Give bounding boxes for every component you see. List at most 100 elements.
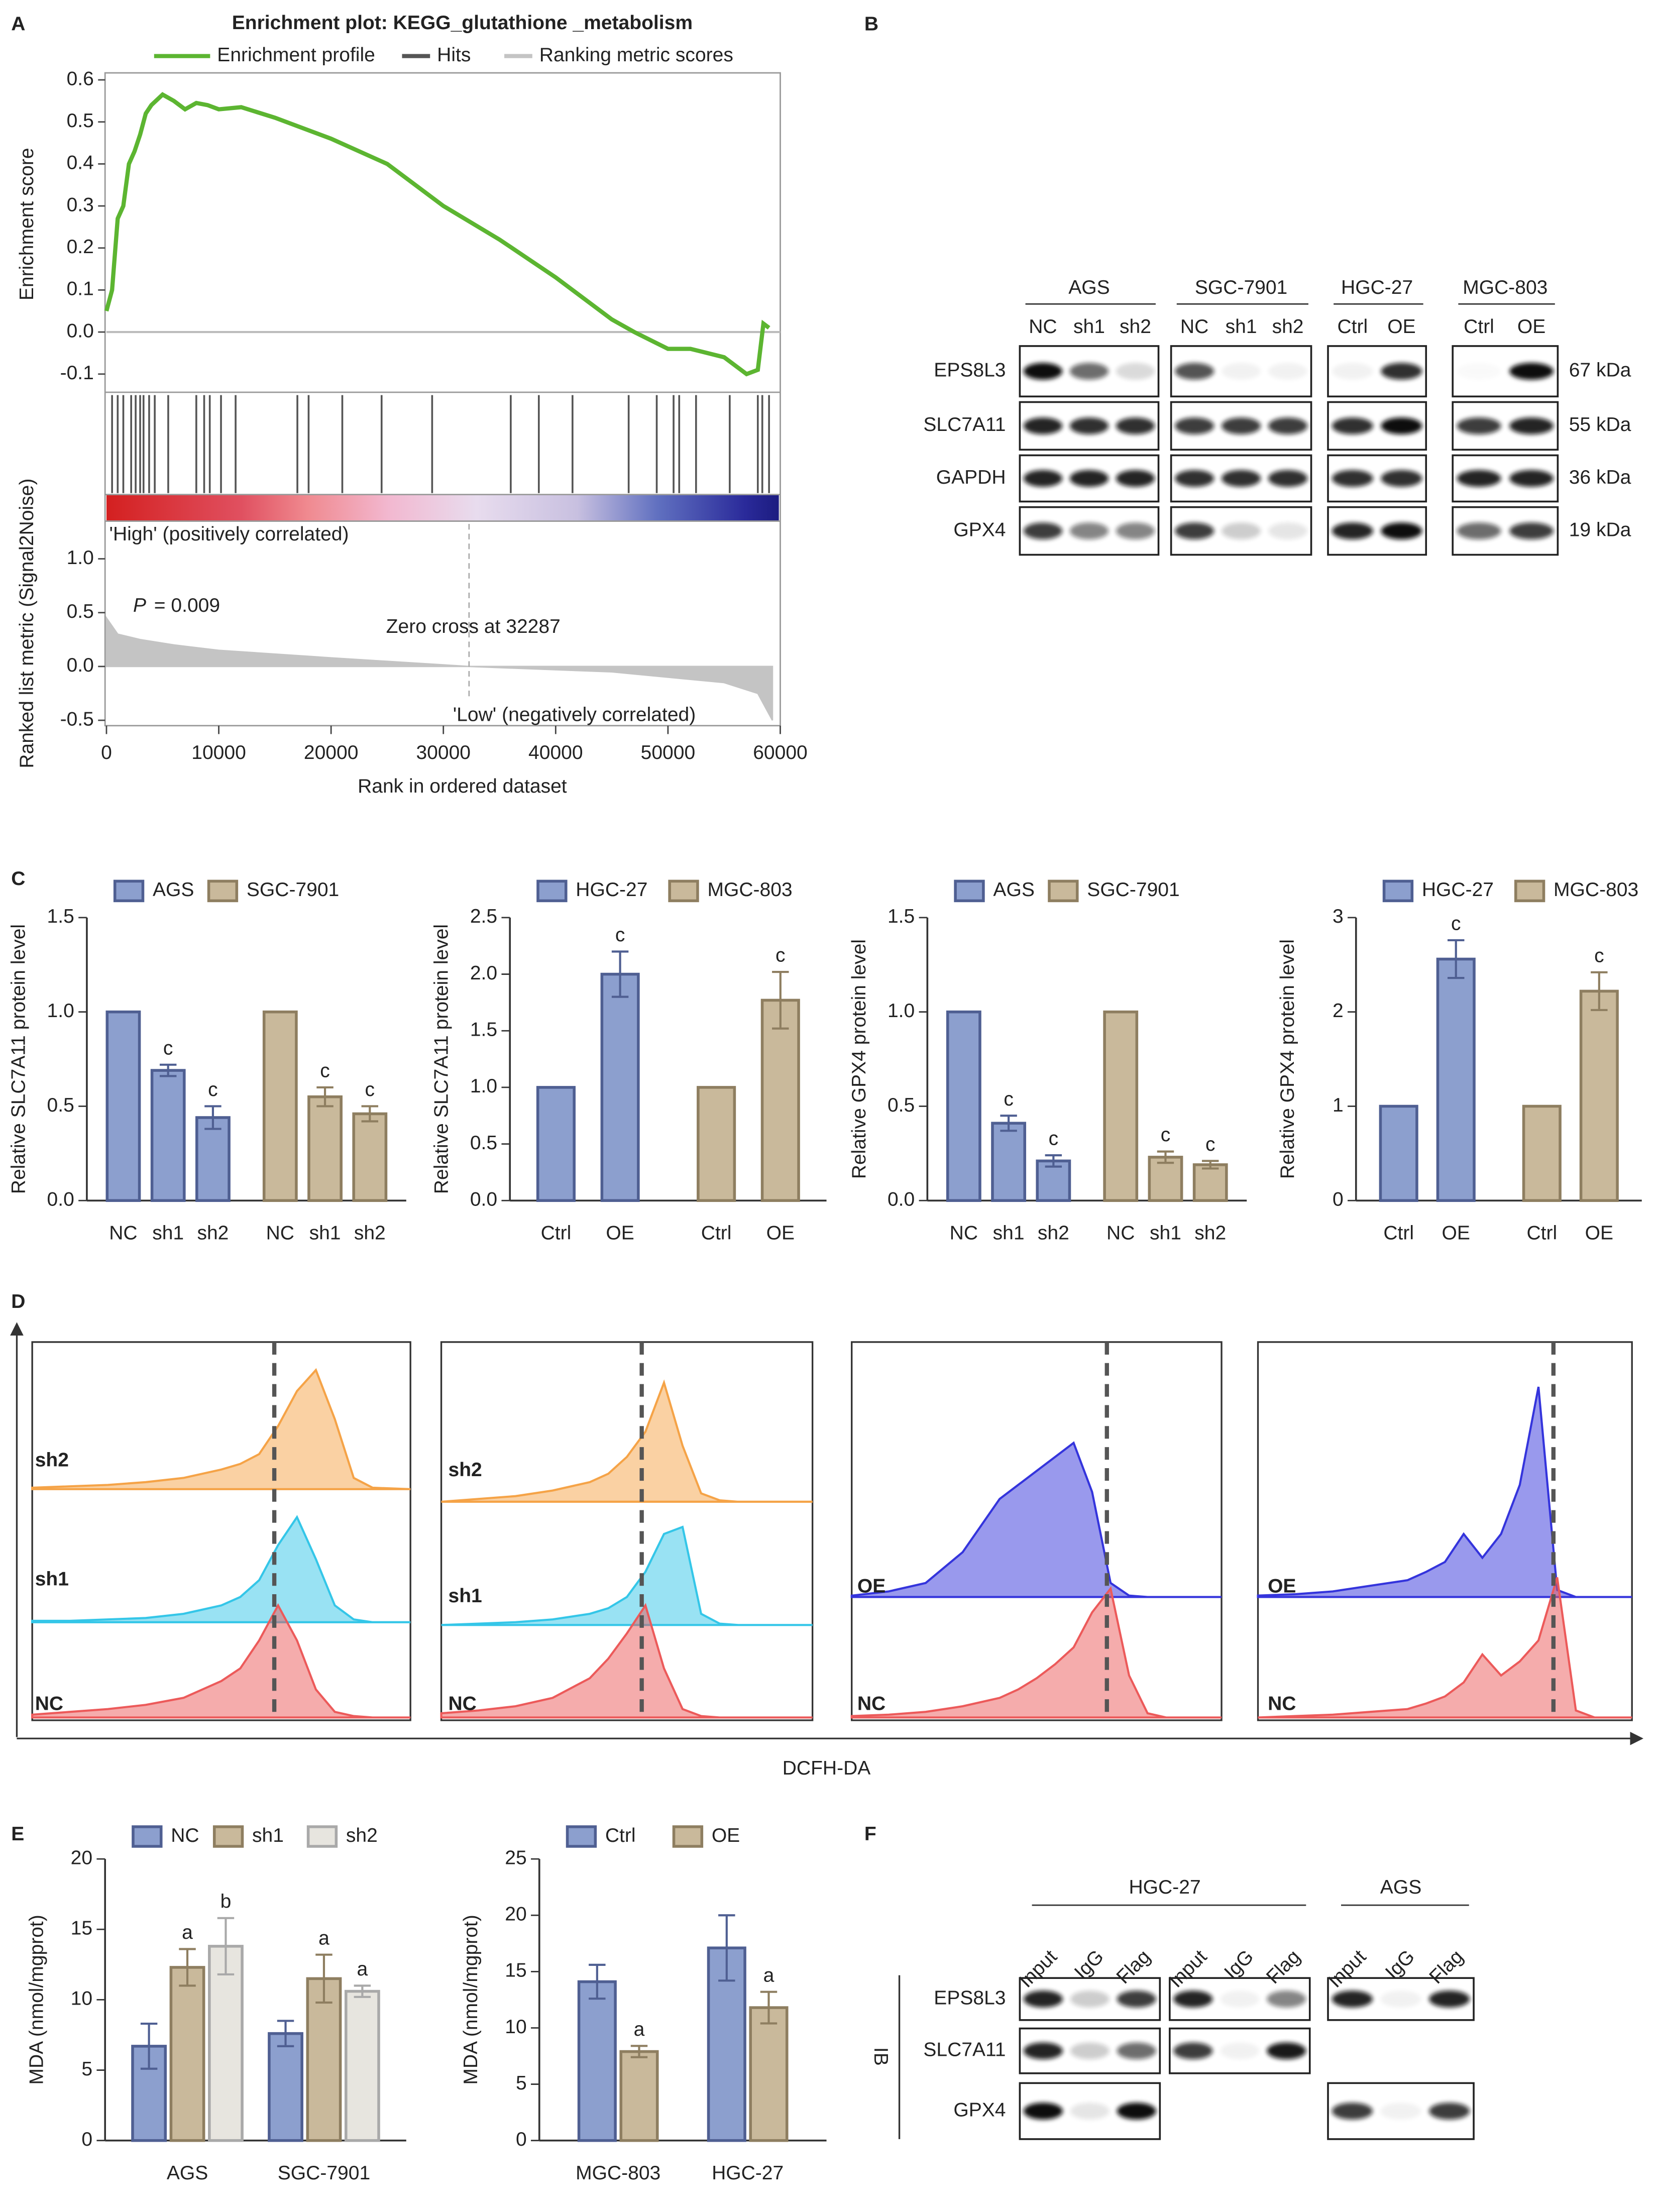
significance-label: c [320,1060,330,1082]
blot-frame [1327,1977,1475,2021]
y-axis-label: MDA (nmol/mgprot) [460,1915,482,2084]
y-tick-label: 1.5 [47,906,74,927]
legend-label: OE [712,1825,740,1846]
x-tick-label: AGS [167,2162,208,2184]
legend-label: Ctrl [605,1825,636,1846]
x-axis-label: DCFH-DA [783,1757,871,1779]
bar [1579,989,1619,1202]
bar [208,1945,244,2142]
panel-letter: F [864,1823,876,1845]
blot-frame [1452,454,1559,503]
band [1267,1990,1306,2008]
bar [946,1010,981,1202]
band [1268,522,1308,539]
significance-label: c [1594,945,1604,966]
enrichment-line [104,92,770,377]
y-tick-label: 1.5 [470,1019,497,1041]
significance-label: a [318,1927,329,1949]
legend-swatch [212,1825,244,1848]
y-tick-label: 0.5 [470,1132,497,1154]
significance-label: a [763,1964,774,1986]
blot-frame [1019,401,1160,451]
series-label: sh1 [448,1585,482,1607]
legend-label: AGS [153,879,194,901]
lane-label: sh1 [1073,316,1105,338]
lane-label: Ctrl [1337,316,1368,338]
legend-label: MGC-803 [707,879,792,901]
significance-label: a [182,1922,193,1943]
significance-label: a [357,1958,368,1980]
y-tick-label: -0.1 [60,362,94,384]
legend-label: sh2 [346,1825,378,1846]
lane-label: sh1 [1226,316,1257,338]
x-tick-label: SGC-7901 [278,2162,370,2184]
legend-label: HGC-27 [1422,879,1494,901]
histogram-area [441,1379,813,1503]
band [1381,470,1422,487]
band [1023,522,1063,539]
p-symbol: P [133,595,146,616]
band [1116,417,1155,434]
x-tick-label: 40000 [528,742,583,763]
size-label: 36 kDa [1569,467,1631,488]
lane-label: NC [1180,316,1208,338]
bar [600,972,640,1202]
band [1380,1990,1421,2008]
legend-swatch [954,879,985,903]
x-tick-label: 50000 [641,742,696,763]
band [1268,470,1308,487]
legend-swatch [1382,879,1414,903]
legend-swatch [132,1825,163,1848]
histogram-area [31,1515,411,1623]
x-tick-label: sh2 [197,1223,229,1244]
band [1117,2103,1156,2120]
cell-line-label: AGS [1068,277,1110,298]
size-label: 19 kDa [1569,519,1631,540]
x-tick-label: OE [766,1223,795,1244]
band [1023,1990,1063,2008]
bar [1436,957,1476,1202]
band [1268,363,1308,380]
x-tick-label: sh2 [354,1223,386,1244]
y-axis-label: Enrichment score [16,148,38,300]
blot-frame [1170,454,1312,503]
band [1070,2103,1110,2120]
blot-frame [1327,401,1427,451]
band [1457,470,1501,487]
blot-frame [1169,2027,1311,2074]
x-tick-label: sh2 [1038,1223,1069,1244]
blot-frame [1019,2082,1161,2140]
legend-swatch [536,879,568,903]
legend-label: Enrichment profile [217,44,375,66]
band [1023,470,1063,487]
y-axis-label: Relative SLC7A11 protein level [431,924,453,1194]
band [1069,363,1109,380]
y-tick-label: 0 [81,2129,92,2150]
x-tick-label: NC [266,1223,294,1244]
significance-label: c [208,1079,218,1100]
blot-frame [1170,345,1312,398]
y2-tick-label: -0.5 [60,708,94,730]
x-tick-label: HGC-27 [712,2162,784,2184]
protein-label: GPX4 [953,519,1006,540]
y-tick-label: 0.0 [470,1189,497,1210]
series-label: NC [857,1693,886,1715]
y-tick-label: 20 [505,1904,526,1925]
band [1457,417,1501,434]
band [1509,470,1554,487]
bar [749,2006,789,2142]
y-axis-label: Relative GPX4 protein level [1277,939,1298,1179]
cell-line-label: HGC-27 [1129,1876,1201,1898]
histogram-area [441,1525,813,1626]
bar [268,2032,303,2142]
cell-line-label: AGS [1380,1876,1421,1898]
blot-frame [1170,401,1312,451]
bar [697,1086,736,1202]
band [1023,363,1063,380]
significance-label: a [634,2019,645,2040]
band [1175,417,1214,434]
blot-frame [1019,345,1160,398]
y-tick-label: 15 [71,1918,92,1939]
band [1222,363,1261,380]
